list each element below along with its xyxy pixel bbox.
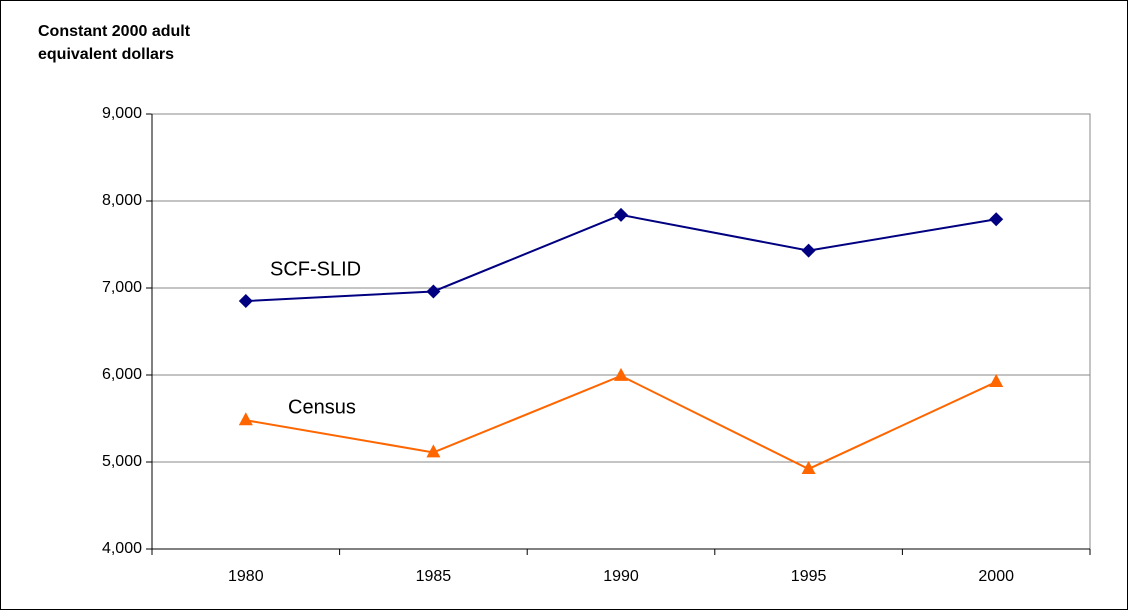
data-point [426,284,441,299]
data-point [426,444,441,458]
data-point [238,294,253,309]
series-label: Census [288,396,356,418]
x-tick-label: 1985 [416,568,452,585]
data-point [801,243,816,258]
data-point [238,412,253,426]
data-point [614,367,628,381]
data-point [989,373,1004,387]
y-tick-label: 5,000 [102,453,142,470]
x-tick-label: 1980 [228,568,264,585]
data-point [801,460,816,474]
data-point [989,212,1004,227]
x-tick-label: 1990 [603,568,639,585]
x-tick-label: 2000 [978,568,1014,585]
data-point [614,207,628,222]
x-tick-label: 1995 [791,568,827,585]
y-tick-label: 9,000 [102,105,142,122]
y-tick-label: 4,000 [102,540,142,557]
y-tick-label: 6,000 [102,366,142,383]
series-label: SCF-SLID [270,258,361,280]
y-tick-label: 8,000 [102,192,142,209]
y-tick-label: 7,000 [102,279,142,296]
y-axis-label: Constant 2000 adult equivalent dollars [38,23,191,63]
